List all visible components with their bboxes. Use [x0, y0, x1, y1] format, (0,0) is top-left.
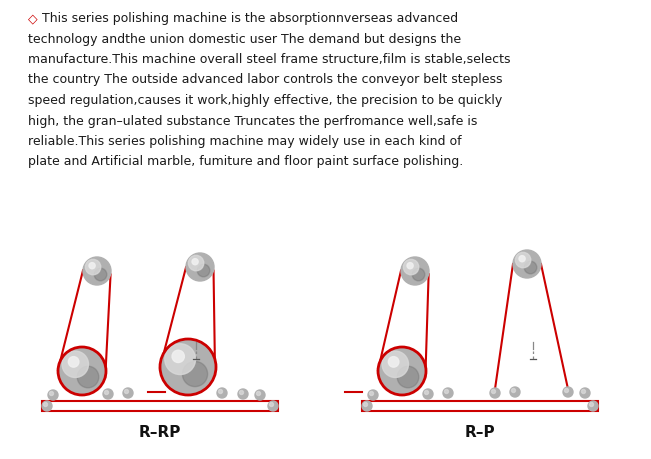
Circle shape — [165, 344, 195, 375]
Text: This series polishing machine is the absorptionnverseas advanced: This series polishing machine is the abs… — [42, 12, 458, 25]
Circle shape — [563, 387, 573, 397]
Circle shape — [368, 390, 378, 400]
Text: R–RP: R–RP — [139, 424, 181, 439]
Circle shape — [443, 388, 453, 398]
Circle shape — [62, 351, 89, 378]
Circle shape — [516, 253, 531, 268]
Circle shape — [240, 391, 243, 395]
Text: manufacture.This machine overall steel frame structure,film is stable,selects: manufacture.This machine overall steel f… — [28, 53, 510, 66]
Circle shape — [590, 403, 594, 407]
Circle shape — [362, 401, 372, 411]
Text: speed regulation,causes it work,highly effective, the precision to be quickly: speed regulation,causes it work,highly e… — [28, 94, 503, 107]
Circle shape — [588, 401, 598, 411]
Text: plate and Artificial marble, fumiture and floor paint surface polishing.: plate and Artificial marble, fumiture an… — [28, 155, 464, 168]
Circle shape — [89, 263, 95, 269]
Circle shape — [256, 392, 260, 396]
Circle shape — [103, 389, 113, 399]
Circle shape — [370, 392, 374, 396]
Circle shape — [219, 390, 223, 394]
Circle shape — [524, 262, 537, 274]
Circle shape — [510, 387, 520, 397]
Circle shape — [397, 366, 419, 388]
Circle shape — [186, 253, 214, 281]
Bar — [362, 401, 598, 411]
Circle shape — [58, 347, 106, 395]
Circle shape — [77, 366, 99, 388]
Circle shape — [83, 257, 111, 285]
Text: reliable.This series polishing machine may widely use in each kind of: reliable.This series polishing machine m… — [28, 134, 462, 148]
Circle shape — [513, 251, 541, 279]
Circle shape — [564, 389, 568, 392]
Circle shape — [378, 347, 426, 395]
Text: R–P: R–P — [465, 424, 495, 439]
Circle shape — [492, 390, 495, 394]
Circle shape — [123, 388, 133, 398]
Circle shape — [407, 263, 413, 269]
Circle shape — [44, 403, 48, 407]
Circle shape — [85, 260, 101, 275]
Circle shape — [217, 388, 227, 398]
Text: high, the gran–ulated substance Truncates the perfromance well,safe is: high, the gran–ulated substance Truncate… — [28, 114, 477, 127]
Circle shape — [512, 389, 516, 392]
Circle shape — [490, 388, 500, 398]
Circle shape — [182, 362, 208, 387]
Text: the country The outside advanced labor controls the conveyor belt stepless: the country The outside advanced labor c… — [28, 73, 503, 86]
Circle shape — [401, 257, 429, 285]
Circle shape — [388, 357, 399, 367]
Circle shape — [423, 389, 433, 399]
Circle shape — [424, 391, 428, 395]
Circle shape — [268, 401, 278, 411]
Circle shape — [68, 357, 79, 367]
Circle shape — [270, 403, 273, 407]
Circle shape — [49, 392, 53, 396]
Circle shape — [192, 259, 198, 265]
Bar — [42, 401, 278, 411]
Circle shape — [363, 403, 368, 407]
Circle shape — [160, 339, 216, 395]
Circle shape — [255, 390, 265, 400]
Circle shape — [94, 269, 107, 281]
Text: technology andthe union domestic user The demand but designs the: technology andthe union domestic user Th… — [28, 33, 461, 45]
Circle shape — [445, 390, 449, 394]
Circle shape — [519, 256, 525, 262]
Circle shape — [42, 401, 52, 411]
Circle shape — [188, 256, 204, 271]
Circle shape — [238, 389, 248, 399]
Circle shape — [581, 390, 585, 394]
Circle shape — [382, 351, 408, 378]
Circle shape — [404, 260, 419, 275]
Circle shape — [48, 390, 58, 400]
Circle shape — [197, 265, 210, 277]
Text: ◇: ◇ — [28, 12, 38, 25]
Circle shape — [412, 269, 425, 281]
Circle shape — [580, 388, 590, 398]
Circle shape — [124, 390, 128, 394]
Circle shape — [172, 350, 184, 363]
Circle shape — [105, 391, 109, 395]
